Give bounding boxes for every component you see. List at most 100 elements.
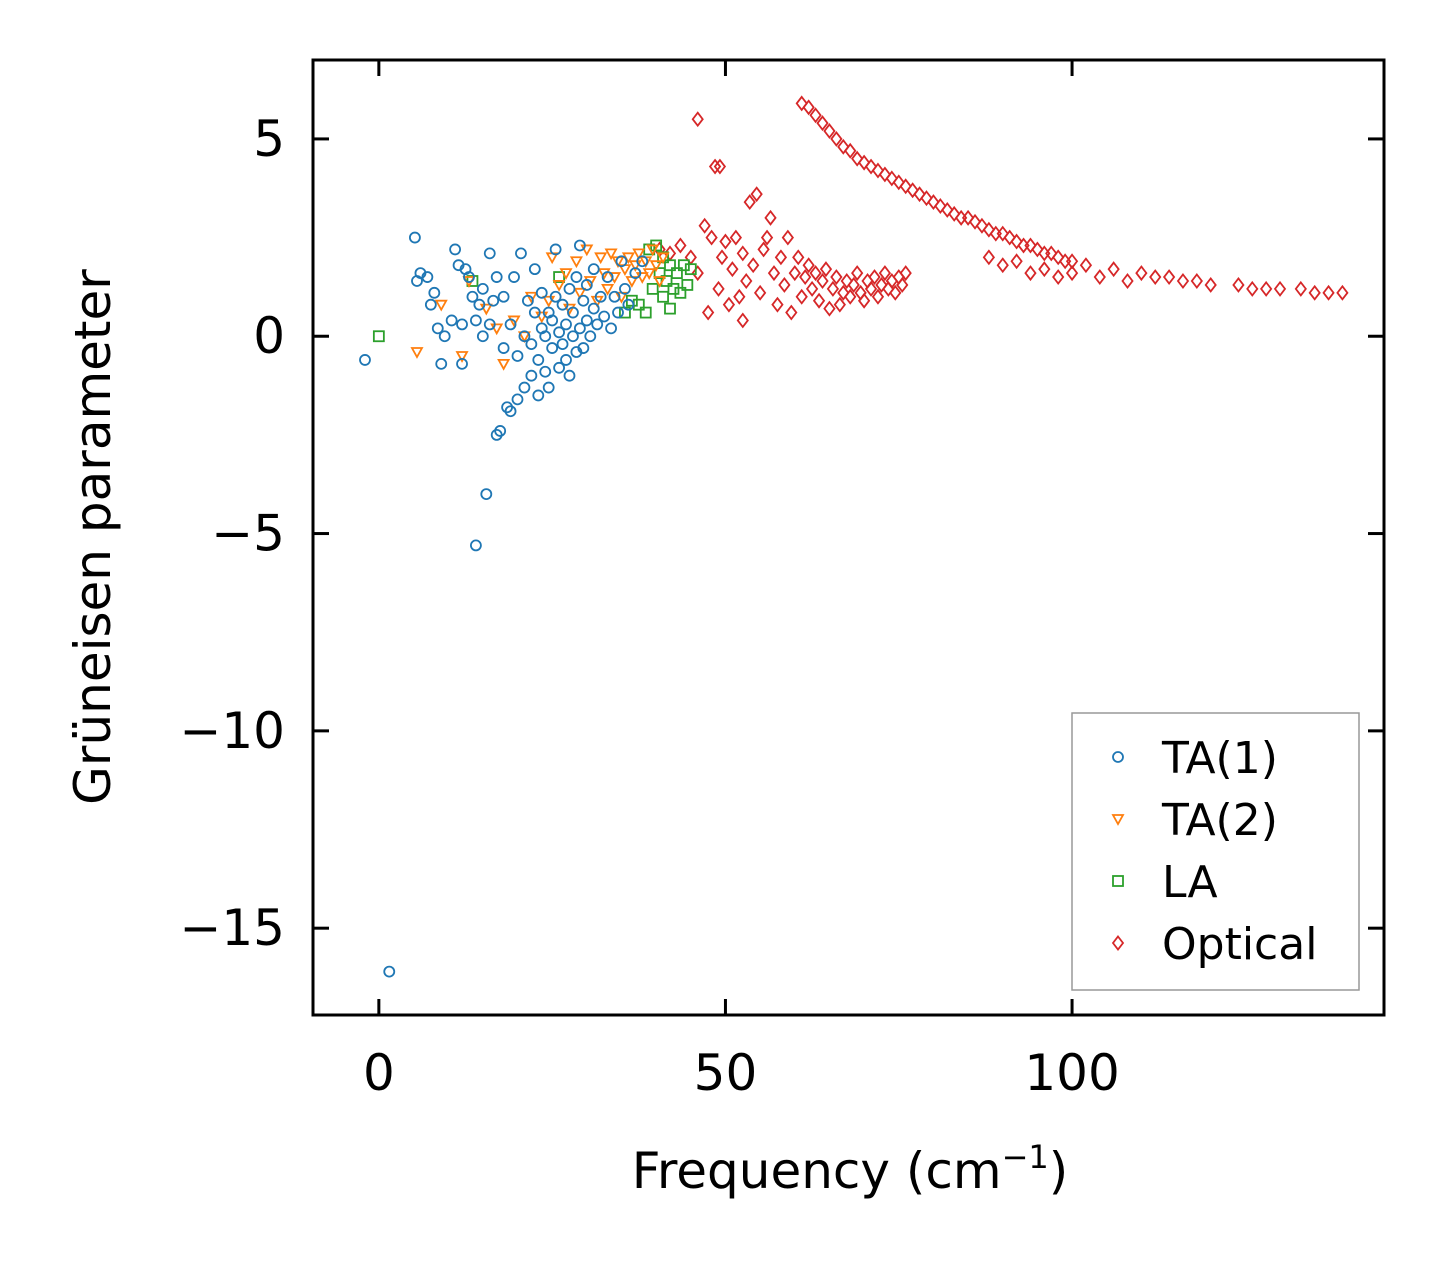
data-point-optical (674, 237, 687, 254)
data-point-ta1 (521, 294, 534, 307)
data-point-ta1 (567, 330, 579, 343)
data-point-ta1 (487, 294, 500, 307)
data-point-optical (1322, 284, 1335, 301)
data-point-ta1 (409, 231, 421, 244)
data-point-optical (1052, 269, 1065, 286)
data-point-ta2 (653, 276, 667, 288)
data-point-ta2 (573, 287, 587, 300)
y-tick-label: −10 (179, 702, 285, 760)
data-point-la (653, 267, 666, 279)
data-point-ta1 (504, 318, 517, 331)
data-point-la (674, 286, 687, 299)
data-point-optical (864, 280, 878, 297)
data-point-ta1 (629, 267, 642, 279)
data-point-ta1 (532, 389, 545, 402)
data-point-optical (1232, 276, 1245, 293)
data-point-ta2 (635, 272, 649, 284)
data-point-optical (1052, 249, 1065, 266)
legend-marker-ta2 (1111, 814, 1125, 826)
data-point-optical (1093, 269, 1106, 286)
data-point-ta1 (490, 271, 503, 283)
data-point-optical (1010, 233, 1023, 250)
data-point-optical (892, 174, 905, 191)
data-points (359, 95, 1349, 978)
data-point-ta2 (569, 256, 583, 269)
data-point-ta2 (583, 276, 597, 288)
data-point-ta1 (556, 338, 569, 351)
data-point-ta2 (535, 311, 549, 324)
data-point-optical (809, 265, 822, 282)
data-point-ta1 (476, 282, 489, 295)
data-point-ta1 (577, 342, 590, 354)
data-point-optical (713, 158, 727, 175)
data-point-ta1 (584, 330, 597, 343)
data-point-optical (712, 280, 725, 297)
data-point-optical (722, 296, 736, 313)
data-point-optical (826, 280, 840, 297)
data-point-ta2 (642, 268, 656, 280)
data-point-ta1 (573, 322, 586, 335)
data-point-optical (1190, 273, 1203, 289)
data-point-optical (819, 261, 833, 278)
data-point-ta1 (476, 330, 489, 343)
data-point-ta2 (646, 244, 660, 257)
data-point-ta1 (563, 369, 576, 382)
legend-box (1071, 712, 1360, 991)
data-point-ta1 (525, 338, 538, 351)
data-point-ta2 (434, 299, 448, 312)
data-point-ta1 (504, 405, 517, 418)
data-point-ta1 (438, 330, 451, 343)
data-point-optical (816, 273, 829, 289)
data-point-optical (1045, 245, 1058, 262)
x-axis-label: Frequency (cm−1) (632, 1138, 1069, 1200)
data-point-ta1 (515, 247, 527, 260)
data-point-ta1 (424, 298, 437, 311)
data-point-optical (857, 154, 871, 171)
data-point-optical (778, 276, 791, 293)
data-point-ta1 (518, 330, 531, 343)
data-point-ta1 (518, 381, 531, 394)
data-point-optical (857, 292, 871, 309)
data-point-optical (726, 261, 739, 278)
data-point-optical (747, 257, 760, 274)
data-point-optical (1121, 273, 1134, 289)
data-point-la (664, 302, 676, 315)
data-point-optical (1079, 257, 1093, 274)
data-point-ta1 (497, 290, 510, 303)
data-point-optical (864, 158, 878, 175)
data-point-optical (753, 284, 767, 301)
data-point-ta2 (649, 260, 663, 273)
data-point-ta1 (567, 306, 579, 319)
data-point-ta1 (511, 350, 524, 362)
data-point-ta1 (466, 290, 479, 303)
data-point-optical (691, 265, 704, 282)
data-point-ta1 (608, 290, 621, 303)
data-point-optical (830, 269, 843, 286)
data-point-optical (785, 304, 798, 321)
data-point-optical (805, 280, 819, 297)
data-point-optical (743, 194, 756, 211)
data-point-ta1 (615, 255, 628, 268)
data-point-optical (1024, 237, 1037, 254)
data-point-ta1 (612, 306, 624, 319)
data-point-ta1 (511, 393, 524, 406)
data-point-ta1 (580, 279, 593, 291)
legend-marker-ta1 (1112, 751, 1124, 763)
data-point-optical (837, 138, 850, 155)
data-point-ta1 (508, 271, 520, 283)
data-point-optical (802, 99, 815, 116)
data-point-optical (1246, 280, 1259, 297)
y-tick-label: 5 (253, 110, 285, 168)
data-point-optical (823, 123, 836, 140)
data-point-optical (833, 296, 846, 313)
data-point-optical (844, 142, 857, 159)
data-point-optical (729, 229, 742, 246)
legend-marker-optical (1111, 935, 1125, 951)
data-point-ta2 (559, 268, 573, 280)
data-point-optical (868, 269, 881, 286)
data-point-ta1 (542, 381, 555, 394)
data-point-ta1 (560, 318, 572, 331)
x-axis-label-superscript: −1 (1002, 1138, 1049, 1176)
legend-label-ta2: TA(2) (1161, 795, 1278, 846)
data-point-optical (764, 209, 777, 226)
